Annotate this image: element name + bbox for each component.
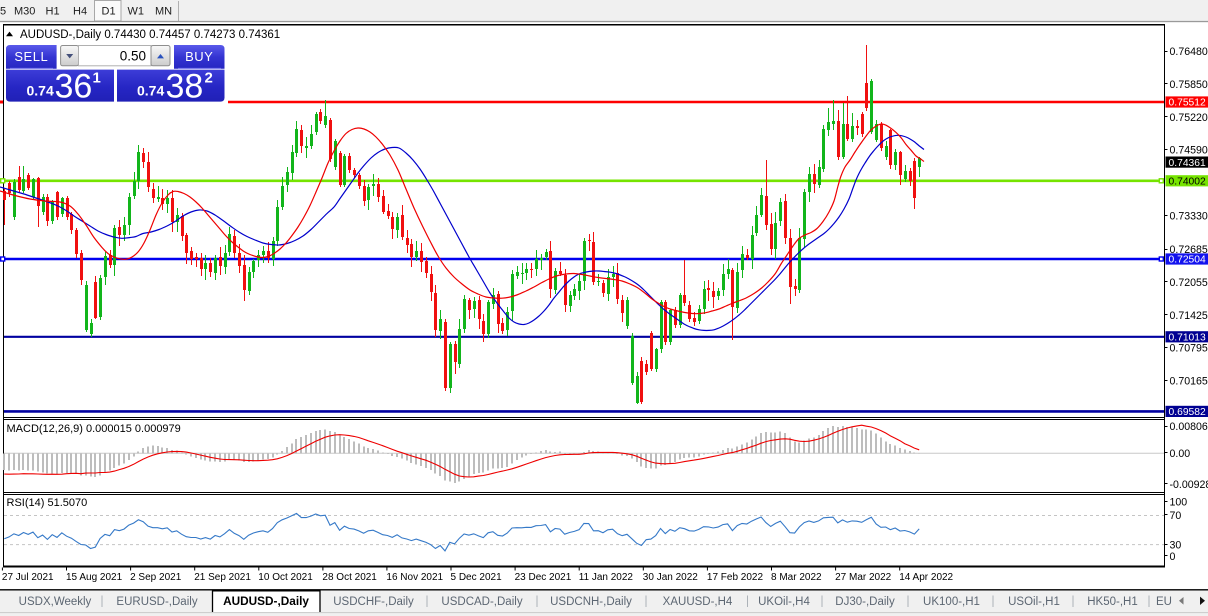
- svg-text:0.75850: 0.75850: [1170, 79, 1208, 91]
- svg-text:AUDUSD-,Daily 0.74430 0.74457: AUDUSD-,Daily 0.74430 0.74457 0.74273 0.…: [20, 29, 280, 41]
- svg-text:100: 100: [1170, 497, 1188, 509]
- svg-text:27 Mar 2022: 27 Mar 2022: [835, 572, 892, 583]
- svg-text:28 Oct 2021: 28 Oct 2021: [322, 572, 377, 583]
- svg-text:23 Dec 2021: 23 Dec 2021: [515, 572, 572, 583]
- svg-text:38: 38: [166, 68, 204, 106]
- svg-text:0.50: 0.50: [120, 49, 146, 64]
- svg-text:UKOil-,H4: UKOil-,H4: [758, 596, 810, 608]
- svg-text:14 Apr 2022: 14 Apr 2022: [899, 572, 953, 583]
- svg-text:|: |: [536, 596, 539, 608]
- svg-text:|: |: [1148, 596, 1151, 608]
- svg-text:|: |: [101, 596, 104, 608]
- svg-text:SELL: SELL: [14, 49, 48, 64]
- svg-text:16 Nov 2021: 16 Nov 2021: [386, 572, 443, 583]
- svg-text:1: 1: [93, 70, 101, 87]
- svg-text:21 Sep 2021: 21 Sep 2021: [194, 572, 251, 583]
- svg-text:0.008061: 0.008061: [1170, 421, 1208, 433]
- svg-text:0.71425: 0.71425: [1170, 310, 1208, 322]
- svg-text:USDX,Weekly: USDX,Weekly: [19, 596, 92, 608]
- svg-text:|: |: [1072, 596, 1075, 608]
- svg-text:EU: EU: [1156, 596, 1172, 608]
- svg-text:0.72685: 0.72685: [1170, 244, 1208, 256]
- svg-text:2 Sep 2021: 2 Sep 2021: [130, 572, 182, 583]
- svg-text:H4: H4: [73, 6, 87, 18]
- svg-text:MN: MN: [155, 6, 172, 18]
- svg-text:0.73330: 0.73330: [1170, 211, 1208, 223]
- svg-text:0.74590: 0.74590: [1170, 145, 1208, 157]
- svg-text:|: |: [645, 596, 648, 608]
- svg-text:USDCAD-,Daily: USDCAD-,Daily: [441, 596, 522, 608]
- svg-text:0.71013: 0.71013: [1169, 333, 1206, 344]
- svg-text:0.74: 0.74: [27, 83, 54, 99]
- svg-text:0.70165: 0.70165: [1170, 376, 1208, 388]
- svg-text:DJ30-,Daily: DJ30-,Daily: [835, 596, 895, 608]
- svg-text:H1: H1: [46, 6, 60, 18]
- svg-text:0.75512: 0.75512: [1169, 98, 1206, 109]
- svg-text:HK50-,H1: HK50-,H1: [1087, 596, 1138, 608]
- svg-text:0.76480: 0.76480: [1170, 46, 1208, 58]
- svg-text:RSI(14) 51.5070: RSI(14) 51.5070: [7, 497, 88, 509]
- svg-text:USDCHF-,Daily: USDCHF-,Daily: [333, 596, 414, 608]
- svg-text:BUY: BUY: [185, 49, 213, 64]
- svg-text:D1: D1: [102, 6, 116, 18]
- svg-text:15 Aug 2021: 15 Aug 2021: [66, 572, 123, 583]
- svg-text:0.74361: 0.74361: [1169, 158, 1206, 169]
- svg-text:USOil-,H1: USOil-,H1: [1008, 596, 1060, 608]
- svg-text:AUDUSD-,Daily: AUDUSD-,Daily: [223, 594, 309, 608]
- svg-text:0.74002: 0.74002: [1169, 177, 1206, 188]
- svg-text:EURUSD-,Daily: EURUSD-,Daily: [116, 596, 197, 608]
- svg-text:|: |: [821, 596, 824, 608]
- svg-text:|: |: [907, 596, 910, 608]
- svg-text:MACD(12,26,9) 0.000015 0.00097: MACD(12,26,9) 0.000015 0.000979: [7, 423, 181, 435]
- svg-text:0: 0: [1170, 551, 1176, 563]
- svg-text:8 Mar 2022: 8 Mar 2022: [771, 572, 822, 583]
- svg-text:|: |: [992, 596, 995, 608]
- svg-text:27 Jul 2021: 27 Jul 2021: [2, 572, 54, 583]
- svg-text:5: 5: [0, 6, 6, 18]
- svg-text:UK100-,H1: UK100-,H1: [923, 596, 980, 608]
- svg-text:|: |: [746, 596, 749, 608]
- svg-text:0.72504: 0.72504: [1169, 255, 1206, 266]
- svg-text:30 Jan 2022: 30 Jan 2022: [643, 572, 698, 583]
- svg-text:M30: M30: [14, 6, 35, 18]
- svg-text:17 Feb 2022: 17 Feb 2022: [707, 572, 764, 583]
- svg-text:10 Oct 2021: 10 Oct 2021: [258, 572, 313, 583]
- svg-text:0.69582: 0.69582: [1169, 407, 1206, 418]
- svg-text:W1: W1: [128, 6, 145, 18]
- svg-text:70: 70: [1170, 510, 1182, 522]
- svg-text:|: |: [426, 596, 429, 608]
- svg-text:0.74: 0.74: [137, 83, 164, 99]
- svg-text:30: 30: [1170, 539, 1182, 551]
- svg-text:11 Jan 2022: 11 Jan 2022: [579, 572, 634, 583]
- svg-text:-0.009286: -0.009286: [1170, 479, 1208, 491]
- svg-text:0.70795: 0.70795: [1170, 343, 1208, 355]
- svg-text:XAUUSD-,H4: XAUUSD-,H4: [663, 596, 733, 608]
- svg-text:USDCNH-,Daily: USDCNH-,Daily: [550, 596, 632, 608]
- svg-text:0.75220: 0.75220: [1170, 112, 1208, 124]
- svg-text:2: 2: [205, 70, 213, 87]
- svg-text:0.72055: 0.72055: [1170, 277, 1208, 289]
- svg-text:5 Dec 2021: 5 Dec 2021: [451, 572, 503, 583]
- svg-text:36: 36: [55, 68, 93, 106]
- svg-text:0.00: 0.00: [1170, 448, 1191, 460]
